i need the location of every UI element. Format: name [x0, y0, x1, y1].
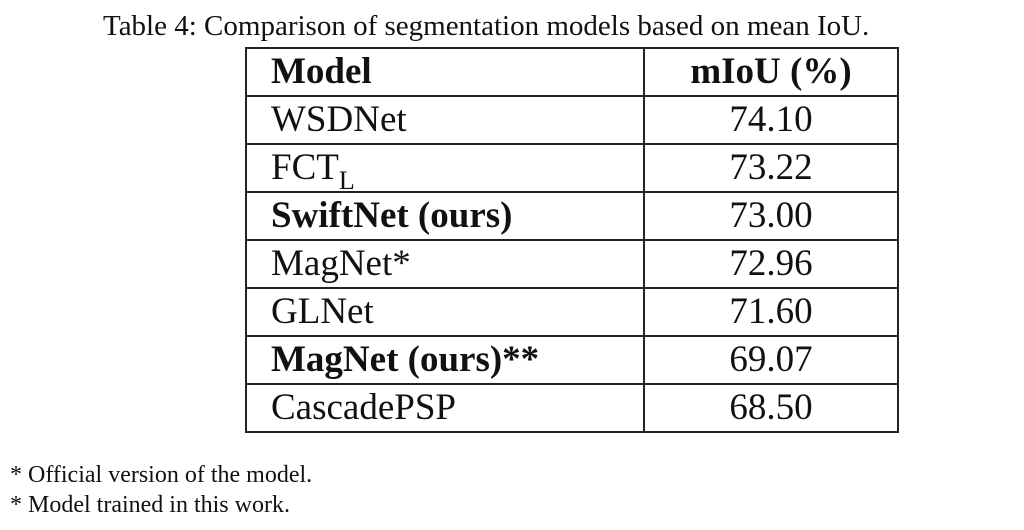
- model-cell: WSDNet: [245, 95, 645, 145]
- model-cell: CascadePSP: [245, 383, 645, 433]
- footnote: * Official version of the model.: [10, 462, 313, 488]
- model-name: SwiftNet (ours): [271, 195, 513, 236]
- model-cell: FCTL: [245, 143, 645, 195]
- model-name: WSDNet: [271, 99, 407, 140]
- model-name: MagNet*: [271, 243, 411, 284]
- header-cell: mIoU (%): [643, 47, 899, 97]
- table-row: MagNet* 72.96: [245, 239, 899, 289]
- table-row: WSDNet 74.10: [245, 95, 899, 145]
- header-row: Model mIoU (%): [245, 47, 899, 97]
- model-name: FCT: [271, 147, 339, 188]
- table-row: MagNet (ours)** 69.07: [245, 335, 899, 385]
- miou-cell: 68.50: [643, 383, 899, 433]
- model-cell: GLNet: [245, 287, 645, 337]
- model-name: CascadePSP: [271, 387, 456, 428]
- miou-cell: 69.07: [643, 335, 899, 385]
- miou-cell: 71.60: [643, 287, 899, 337]
- model-name: MagNet (ours)**: [271, 339, 540, 380]
- table-row: CascadePSP 68.50: [245, 383, 899, 433]
- miou-cell: 74.10: [643, 95, 899, 145]
- miou-cell: 73.22: [643, 143, 899, 193]
- footnote: * Model trained in this work.: [10, 492, 290, 518]
- miou-cell: 72.96: [643, 239, 899, 289]
- table-row: SwiftNet (ours) 73.00: [245, 191, 899, 241]
- model-subscript: L: [338, 166, 355, 195]
- table-caption: Table 4: Comparison of segmentation mode…: [103, 10, 870, 42]
- miou-cell: 73.00: [643, 191, 899, 241]
- table-body: Model mIoU (%) WSDNet 74.10 FCTL 73.22 Swift…: [245, 47, 899, 433]
- table-row: GLNet 71.60: [245, 287, 899, 337]
- model-name: GLNet: [271, 291, 374, 332]
- model-cell: MagNet (ours)**: [245, 335, 645, 385]
- header-cell: Model: [245, 47, 645, 97]
- model-cell: SwiftNet (ours): [245, 191, 645, 241]
- model-cell: MagNet*: [245, 239, 645, 289]
- table-row: FCTL 73.22: [245, 143, 899, 195]
- results-table: Model mIoU (%) WSDNet 74.10 FCTL 73.22 Swift…: [245, 47, 899, 433]
